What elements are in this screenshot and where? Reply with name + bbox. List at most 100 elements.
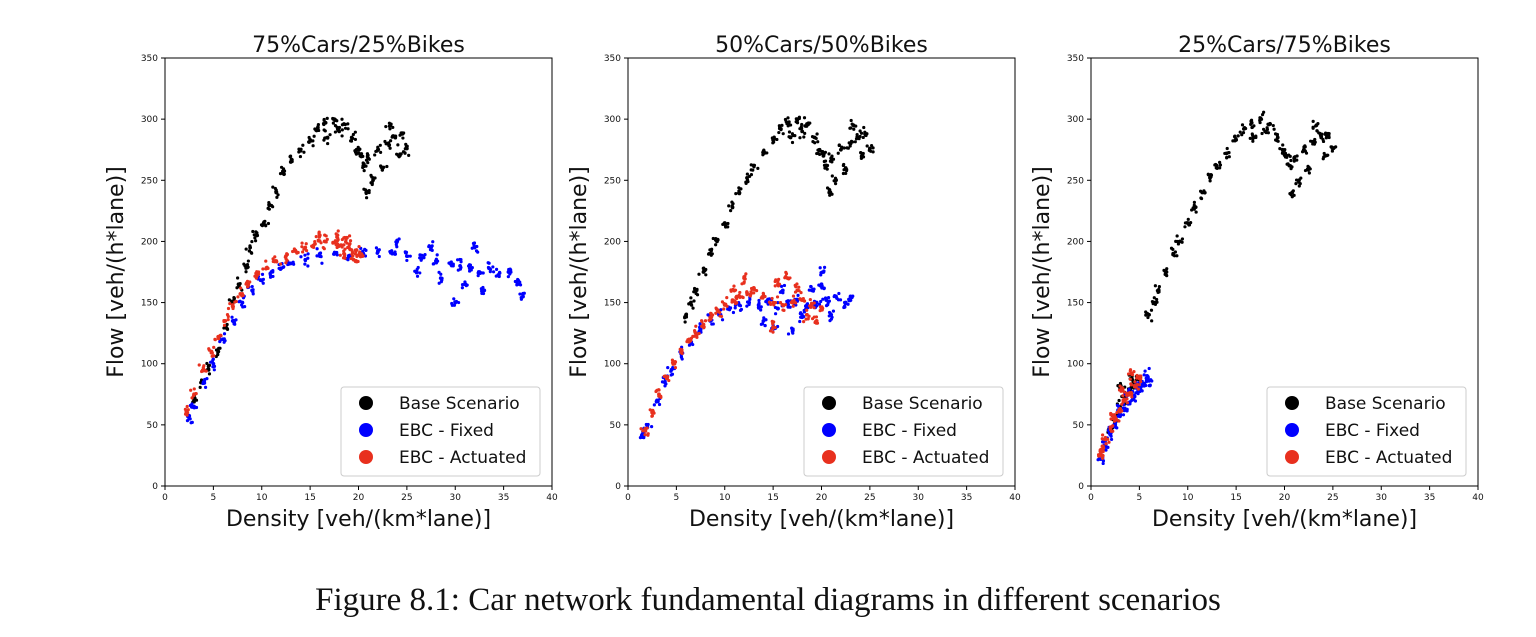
data-point-scatter xyxy=(815,132,819,136)
data-point-scatter xyxy=(307,140,311,144)
data-point-scatter xyxy=(669,369,673,373)
data-point-scatter xyxy=(847,141,851,145)
data-point-scatter xyxy=(1139,380,1143,384)
data-point-scatter xyxy=(1150,319,1154,323)
data-point-scatter xyxy=(1180,237,1185,241)
data-point-scatter xyxy=(1101,454,1105,458)
data-point-scatter xyxy=(773,301,777,305)
data-point-scatter xyxy=(185,418,190,423)
data-point-scatter xyxy=(228,301,232,306)
data-point-scatter xyxy=(823,150,828,154)
data-point-scatter xyxy=(236,295,240,299)
data-point-scatter xyxy=(340,134,344,138)
data-point-scatter xyxy=(787,120,791,124)
data-point-scatter xyxy=(278,262,283,266)
data-point-scatter xyxy=(1240,133,1244,137)
data-point-scatter xyxy=(849,126,853,130)
legend: Base Scenario EBC - Fixed EBC - Actuated xyxy=(340,386,541,477)
data-point-scatter xyxy=(695,333,699,337)
legend-marker xyxy=(822,450,836,464)
data-point-scatter xyxy=(340,245,344,249)
data-point-scatter xyxy=(1109,437,1114,442)
data-point-scatter xyxy=(184,410,188,414)
data-point-scatter xyxy=(291,249,295,254)
data-point-scatter xyxy=(837,143,841,147)
data-point-scatter xyxy=(756,166,760,170)
data-point-scatter xyxy=(325,116,329,120)
data-point-scatter xyxy=(1109,434,1113,438)
data-point-scatter xyxy=(1308,167,1312,171)
x-tick-label: 35 xyxy=(1424,493,1435,503)
data-point-scatter xyxy=(1227,155,1231,159)
data-point-scatter xyxy=(361,249,365,253)
data-point-scatter xyxy=(507,268,511,273)
x-tick-label: 10 xyxy=(719,493,731,503)
data-point-scatter xyxy=(245,266,249,270)
data-point-scatter xyxy=(191,394,196,398)
data-point-scatter xyxy=(730,205,734,209)
data-point-scatter xyxy=(364,248,368,252)
data-point-scatter xyxy=(832,294,836,299)
data-point-scatter xyxy=(336,238,340,242)
data-point-scatter xyxy=(304,249,309,253)
x-tick-label: 30 xyxy=(913,493,925,503)
data-point-scatter xyxy=(652,411,656,415)
data-point-scatter xyxy=(749,168,753,172)
data-point-scatter xyxy=(1115,403,1120,408)
data-point-scatter xyxy=(794,301,798,305)
data-point-scatter xyxy=(1130,373,1135,377)
data-point-scatter xyxy=(755,289,759,293)
data-point-scatter xyxy=(435,253,439,257)
data-point-scatter xyxy=(784,275,788,280)
data-point-scatter xyxy=(418,253,422,257)
y-tick-label: 350 xyxy=(141,54,158,64)
data-point-scatter xyxy=(743,274,747,278)
data-point-scatter xyxy=(437,270,441,274)
y-tick-label: 200 xyxy=(604,237,621,247)
data-point-scatter xyxy=(225,322,229,327)
data-point-scatter xyxy=(656,398,660,403)
data-point-scatter xyxy=(734,192,738,196)
data-point-scatter xyxy=(336,229,340,233)
legend-marker xyxy=(1285,450,1299,464)
data-point-scatter xyxy=(817,302,822,306)
data-point-scatter xyxy=(809,285,813,289)
data-point-scatter xyxy=(364,158,369,162)
data-point-scatter xyxy=(343,126,348,130)
data-point-scatter xyxy=(1125,393,1129,397)
data-point-scatter xyxy=(260,272,265,277)
data-point-scatter xyxy=(362,168,366,173)
data-point-scatter xyxy=(822,265,827,269)
data-point-scatter xyxy=(1321,139,1326,144)
data-point-scatter xyxy=(1121,394,1125,398)
data-point-scatter xyxy=(488,270,492,274)
data-point-scatter xyxy=(738,290,742,295)
data-point-scatter xyxy=(814,321,819,325)
data-point-scatter xyxy=(858,134,862,139)
data-point-scatter xyxy=(351,132,355,137)
y-axis-label: Flow [veh/(h*lane)] xyxy=(1030,166,1055,377)
data-point-scatter xyxy=(1144,383,1148,388)
data-point-scatter xyxy=(1118,384,1122,388)
data-point-scatter xyxy=(702,269,706,273)
data-point-scatter xyxy=(1143,369,1147,373)
x-axis-label: Density [veh/(km*lane)] xyxy=(226,507,491,532)
data-point-scatter xyxy=(271,257,275,261)
data-point-scatter xyxy=(1199,189,1203,193)
data-point-scatter xyxy=(686,338,690,342)
data-point-scatter xyxy=(1272,127,1276,131)
data-point-scatter xyxy=(1118,381,1123,386)
data-point-scatter xyxy=(817,148,821,152)
data-point-scatter xyxy=(752,291,756,295)
data-point-scatter xyxy=(670,361,675,365)
data-point-scatter xyxy=(842,162,846,167)
data-point-scatter xyxy=(695,335,699,339)
data-point-scatter xyxy=(643,433,647,437)
data-point-scatter xyxy=(802,299,807,303)
data-point-scatter xyxy=(460,286,464,290)
data-point-scatter xyxy=(1307,171,1311,175)
data-point-scatter xyxy=(194,392,198,396)
data-point-scatter xyxy=(718,310,722,315)
data-point-scatter xyxy=(1103,435,1108,440)
data-point-scatter xyxy=(1125,401,1129,405)
